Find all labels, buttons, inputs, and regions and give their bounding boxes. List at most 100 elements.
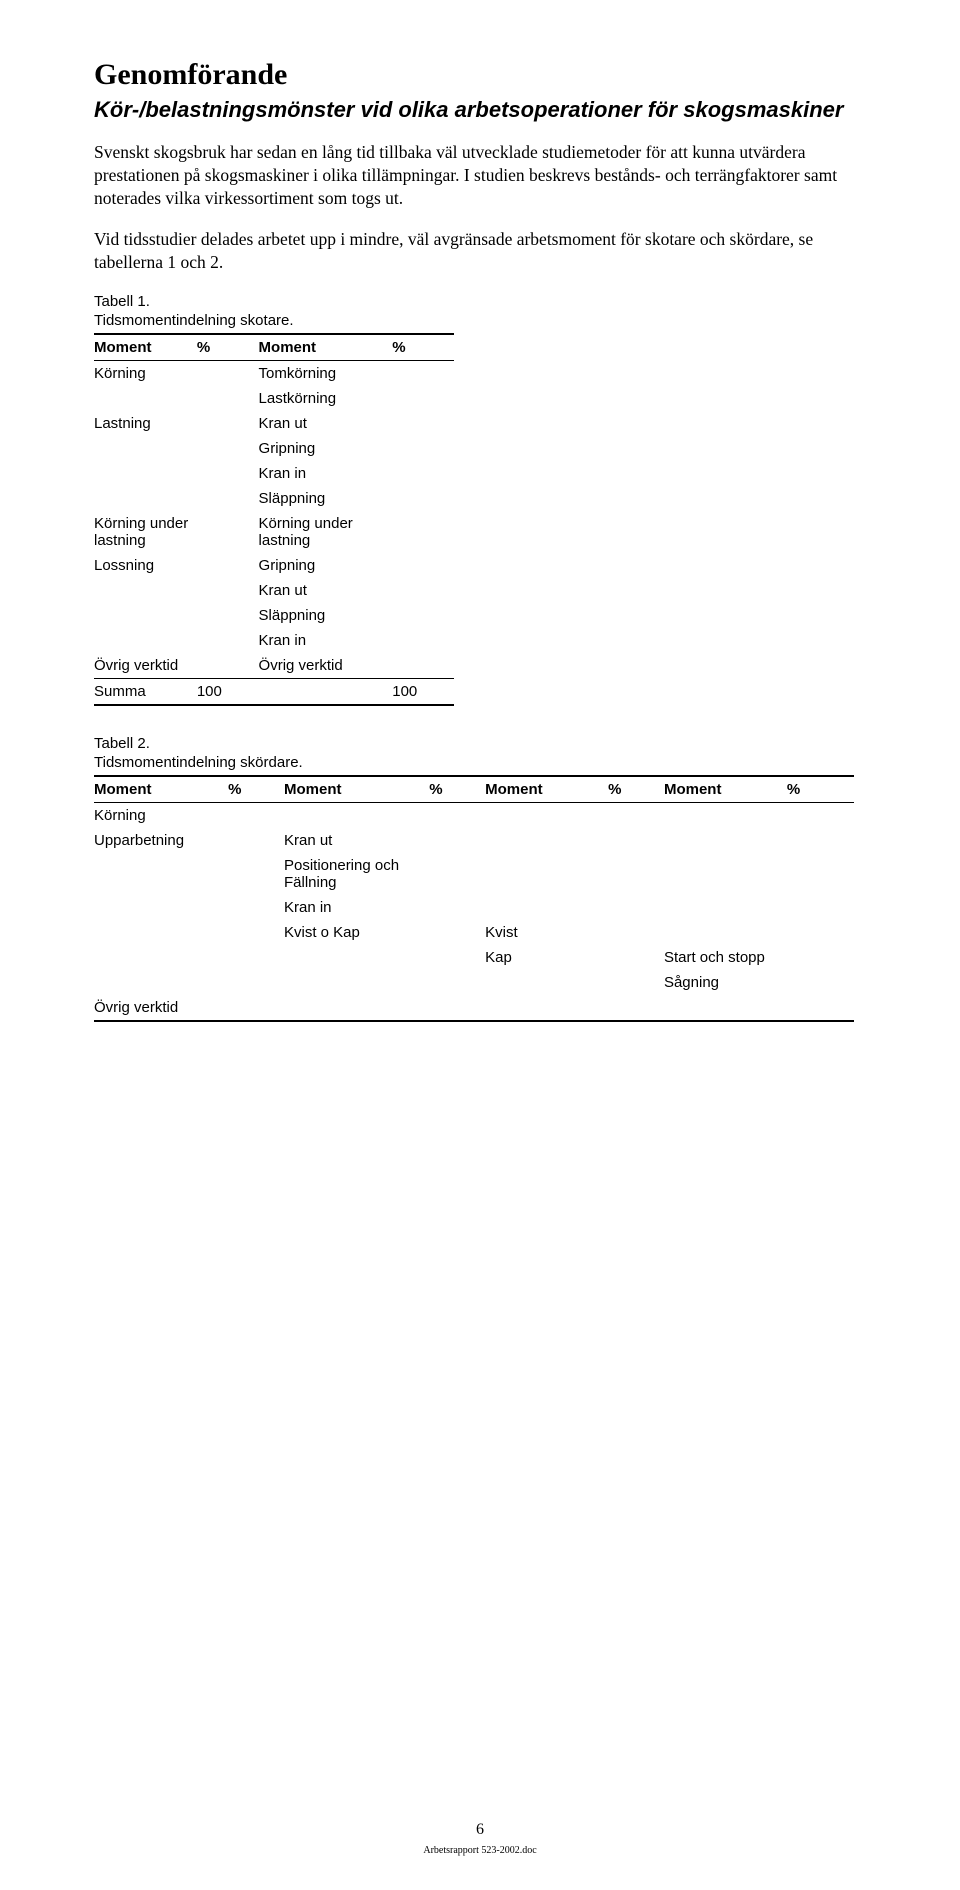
table2-caption-line1: Tabell 2.	[94, 735, 150, 752]
cell	[787, 895, 854, 920]
cell	[94, 436, 197, 461]
page-number: 6	[0, 1821, 960, 1839]
page: Genomförande Kör-/belastningsmönster vid…	[0, 0, 960, 1890]
cell: 100	[197, 678, 259, 705]
table2-h6: %	[608, 776, 664, 803]
table2-h3: Moment	[284, 776, 429, 803]
table2: Moment % Moment % Moment % Moment % Körn…	[94, 775, 854, 1022]
cell	[485, 853, 608, 895]
cell	[197, 603, 259, 628]
cell	[392, 511, 454, 553]
cell	[787, 970, 854, 995]
table1-h3: Moment	[259, 334, 393, 361]
cell: Kvist o Kap	[284, 920, 429, 945]
cell	[94, 578, 197, 603]
cell	[429, 995, 485, 1021]
cell	[94, 895, 228, 920]
cell	[429, 920, 485, 945]
cell	[485, 895, 608, 920]
cell	[197, 511, 259, 553]
cell	[664, 802, 787, 828]
cell	[664, 853, 787, 895]
table-row: Kran in	[94, 628, 454, 653]
cell	[392, 628, 454, 653]
cell	[228, 828, 284, 853]
cell	[485, 802, 608, 828]
cell	[94, 386, 197, 411]
table-row: Upparbetning Kran ut	[94, 828, 854, 853]
cell	[94, 486, 197, 511]
cell: Summa	[94, 678, 197, 705]
cell: Kran ut	[259, 578, 393, 603]
table1-caption: Tabell 1. Tidsmomentindelning skotare.	[94, 292, 866, 331]
cell	[392, 461, 454, 486]
cell	[608, 828, 664, 853]
cell: Tomkörning	[259, 360, 393, 386]
cell	[228, 970, 284, 995]
cell	[608, 945, 664, 970]
cell	[197, 360, 259, 386]
cell	[485, 970, 608, 995]
table2-caption: Tabell 2. Tidsmomentindelning skördare.	[94, 734, 866, 773]
cell	[197, 486, 259, 511]
table2-header-row: Moment % Moment % Moment % Moment %	[94, 776, 854, 803]
table-row: Övrig verktid	[94, 995, 854, 1021]
table-row: Kap Start och stopp	[94, 945, 854, 970]
table1-caption-line2: Tidsmomentindelning skotare.	[94, 312, 294, 329]
table1-h1: Moment	[94, 334, 197, 361]
cell	[664, 920, 787, 945]
cell: Körning	[94, 360, 197, 386]
cell	[228, 802, 284, 828]
table-row: Lastning Kran ut	[94, 411, 454, 436]
cell	[608, 920, 664, 945]
cell	[94, 945, 228, 970]
paragraph-2: Vid tidsstudier delades arbetet upp i mi…	[94, 228, 866, 274]
cell	[197, 653, 259, 679]
paragraph-1: Svenskt skogsbruk har sedan en lång tid …	[94, 141, 866, 210]
table-row: Släppning	[94, 486, 454, 511]
table1: Moment % Moment % Körning Tomkörning Las…	[94, 333, 454, 706]
cell	[197, 386, 259, 411]
cell	[392, 486, 454, 511]
cell: Sågning	[664, 970, 787, 995]
cell: Övrig verktid	[94, 995, 228, 1021]
cell	[485, 828, 608, 853]
table-row: Släppning	[94, 603, 454, 628]
cell	[429, 828, 485, 853]
cell	[392, 360, 454, 386]
cell: Gripning	[259, 436, 393, 461]
cell	[485, 995, 608, 1021]
cell: Lastning	[94, 411, 197, 436]
cell: Positionering och Fällning	[284, 853, 429, 895]
table-row: Positionering och Fällning	[94, 853, 854, 895]
table-row: Lossning Gripning	[94, 553, 454, 578]
cell	[787, 995, 854, 1021]
table-row: Kvist o Kap Kvist	[94, 920, 854, 945]
cell	[228, 853, 284, 895]
cell: Gripning	[259, 553, 393, 578]
table1-h2: %	[197, 334, 259, 361]
section-subtitle: Kör-/belastningsmönster vid olika arbets…	[94, 96, 866, 124]
cell	[197, 628, 259, 653]
table-row: Lastkörning	[94, 386, 454, 411]
cell: Kran in	[284, 895, 429, 920]
footer-note: Arbetsrapport 523-2002.doc	[0, 1845, 960, 1856]
cell	[429, 895, 485, 920]
table2-h5: Moment	[485, 776, 608, 803]
cell	[197, 578, 259, 603]
table2-h4: %	[429, 776, 485, 803]
cell	[197, 411, 259, 436]
cell	[608, 853, 664, 895]
cell	[392, 578, 454, 603]
cell	[787, 920, 854, 945]
table-row: Kran in	[94, 895, 854, 920]
cell: Övrig verktid	[94, 653, 197, 679]
cell: Släppning	[259, 486, 393, 511]
cell: Körning under lastning	[259, 511, 393, 553]
cell	[608, 895, 664, 920]
cell	[608, 995, 664, 1021]
cell	[664, 995, 787, 1021]
cell	[259, 678, 393, 705]
cell	[284, 945, 429, 970]
cell: Start och stopp	[664, 945, 787, 970]
